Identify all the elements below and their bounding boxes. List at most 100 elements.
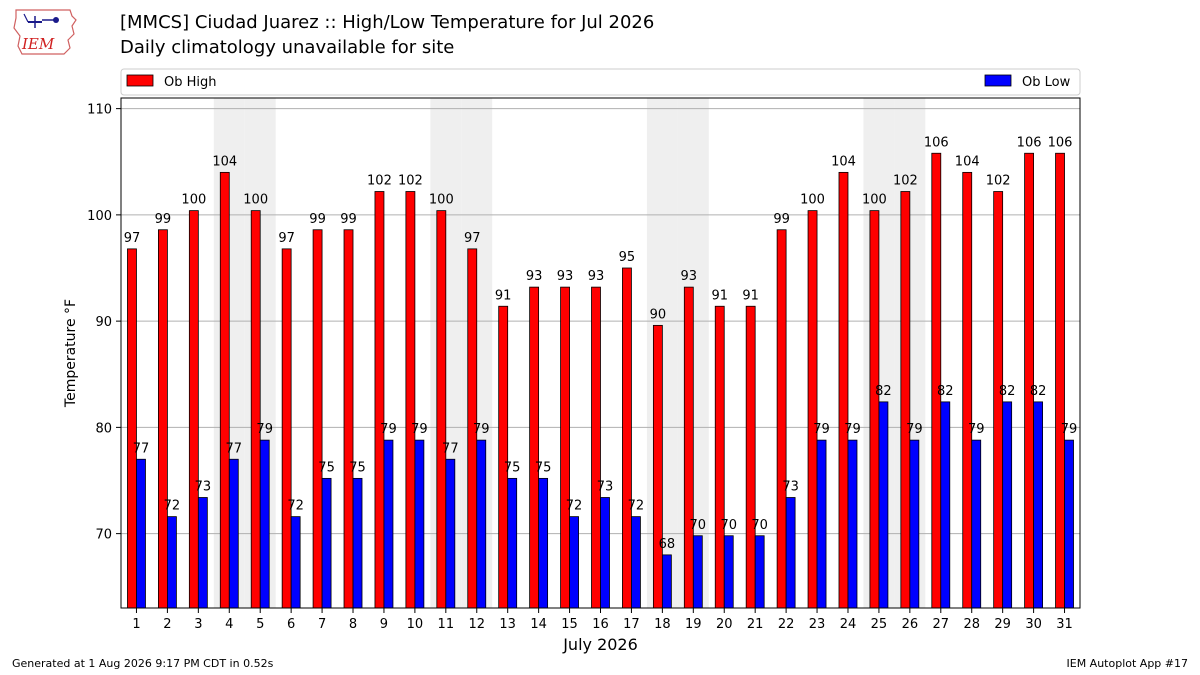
data-label-ob-low: 77 xyxy=(442,441,459,456)
x-tick-label: 1 xyxy=(132,617,140,632)
bar-ob-high xyxy=(807,210,818,609)
x-tick-label: 20 xyxy=(716,617,733,632)
data-label-ob-high: 102 xyxy=(398,174,423,189)
legend-box xyxy=(120,68,1081,96)
bar-ob-low xyxy=(414,439,425,609)
bar-ob-high xyxy=(281,248,292,609)
chart-subtitle: Daily climatology unavailable for site xyxy=(120,37,455,58)
bar-ob-low xyxy=(940,401,951,609)
bar-ob-high xyxy=(312,229,323,609)
x-tick-label: 27 xyxy=(933,617,950,632)
x-tick-label: 10 xyxy=(407,617,424,632)
data-label-ob-low: 79 xyxy=(813,422,830,437)
y-axis-label: Temperature °F xyxy=(63,299,79,408)
x-tick-label: 3 xyxy=(194,617,202,632)
data-label-ob-high: 102 xyxy=(986,174,1011,189)
x-tick-label: 16 xyxy=(592,617,609,632)
logo-text: IEM xyxy=(21,35,55,53)
iem-logo: IEM xyxy=(8,6,80,58)
data-label-ob-low: 68 xyxy=(659,537,676,552)
data-label-ob-high: 100 xyxy=(862,193,887,208)
bar-ob-low xyxy=(847,439,858,609)
data-label-ob-low: 70 xyxy=(720,518,737,533)
bar-ob-high xyxy=(560,286,570,609)
data-label-ob-high: 93 xyxy=(557,269,574,284)
x-tick-label: 5 xyxy=(256,617,264,632)
data-label-ob-high: 99 xyxy=(155,212,172,227)
data-label-ob-low: 72 xyxy=(628,499,645,514)
legend-swatch-ob-high xyxy=(126,74,154,87)
data-label-ob-high: 106 xyxy=(924,135,949,150)
data-label-ob-low: 82 xyxy=(875,384,892,399)
data-label-ob-low: 72 xyxy=(566,499,583,514)
plot-frame xyxy=(120,97,1081,609)
data-label-ob-high: 91 xyxy=(711,288,728,303)
bar-ob-low xyxy=(878,401,889,609)
bar-ob-high xyxy=(838,171,849,609)
data-label-ob-high: 97 xyxy=(124,231,141,246)
bar-ob-high xyxy=(374,191,385,609)
x-tick-label: 2 xyxy=(163,617,171,632)
y-tick-label: 100 xyxy=(87,209,112,224)
bar-ob-low xyxy=(971,439,982,609)
data-label-ob-high: 91 xyxy=(742,288,759,303)
bar-ob-low xyxy=(197,497,208,609)
data-label-ob-high: 106 xyxy=(1017,135,1042,150)
x-tick-label: 8 xyxy=(349,617,357,632)
data-label-ob-high: 91 xyxy=(495,288,512,303)
bar-ob-low xyxy=(228,458,239,609)
data-label-ob-low: 72 xyxy=(164,499,181,514)
data-label-ob-low: 73 xyxy=(195,480,212,495)
data-label-ob-low: 73 xyxy=(597,480,614,495)
data-label-ob-high: 90 xyxy=(650,307,667,322)
data-label-ob-high: 106 xyxy=(1048,135,1073,150)
x-tick-label: 21 xyxy=(747,617,764,632)
data-label-ob-low: 79 xyxy=(1061,422,1078,437)
data-label-ob-low: 75 xyxy=(504,460,521,475)
data-label-ob-high: 104 xyxy=(831,154,856,169)
y-tick-label: 80 xyxy=(95,421,112,436)
data-label-ob-low: 77 xyxy=(226,441,243,456)
x-tick-label: 6 xyxy=(287,617,295,632)
legend-label-ob-low: Ob Low xyxy=(1022,75,1071,90)
x-tick-label: 18 xyxy=(654,617,671,632)
data-label-ob-high: 99 xyxy=(309,212,326,227)
bar-ob-low xyxy=(692,535,703,609)
bar-ob-high xyxy=(436,210,447,609)
bar-ob-low xyxy=(136,458,146,609)
data-label-ob-low: 82 xyxy=(937,384,954,399)
x-tick-label: 25 xyxy=(871,617,888,632)
bar-ob-low xyxy=(754,535,765,609)
data-label-ob-high: 97 xyxy=(464,231,481,246)
data-label-ob-high: 100 xyxy=(429,193,454,208)
bar-ob-low xyxy=(816,439,827,609)
bar-ob-high xyxy=(683,286,694,609)
x-tick-label: 28 xyxy=(963,617,980,632)
x-tick-label: 9 xyxy=(380,617,388,632)
x-tick-label: 19 xyxy=(685,617,702,632)
x-tick-label: 14 xyxy=(530,617,547,632)
app-label: IEM Autoplot App #17 xyxy=(1066,657,1189,670)
bar-ob-high xyxy=(219,171,230,609)
data-label-ob-high: 99 xyxy=(773,212,790,227)
x-tick-label: 15 xyxy=(561,617,578,632)
x-tick-label: 22 xyxy=(778,617,795,632)
chart-title: [MMCS] Ciudad Juarez :: High/Low Tempera… xyxy=(120,12,655,33)
data-label-ob-low: 73 xyxy=(782,480,799,495)
data-label-ob-low: 75 xyxy=(318,460,335,475)
bar-ob-low xyxy=(661,554,672,609)
legend-swatch-ob-low xyxy=(984,74,1012,87)
data-label-ob-low: 79 xyxy=(473,422,490,437)
bar-ob-high xyxy=(188,210,199,609)
bar-ob-high xyxy=(498,305,509,609)
bar-ob-low xyxy=(352,477,363,609)
bar-ob-low xyxy=(723,535,734,609)
bar-ob-low xyxy=(476,439,487,609)
bar-ob-high xyxy=(343,229,354,609)
bar-ob-low xyxy=(1064,439,1074,609)
x-tick-label: 24 xyxy=(840,617,857,632)
bar-ob-high xyxy=(652,324,663,609)
bar-ob-high xyxy=(127,248,137,609)
bar-ob-high xyxy=(993,191,1004,609)
